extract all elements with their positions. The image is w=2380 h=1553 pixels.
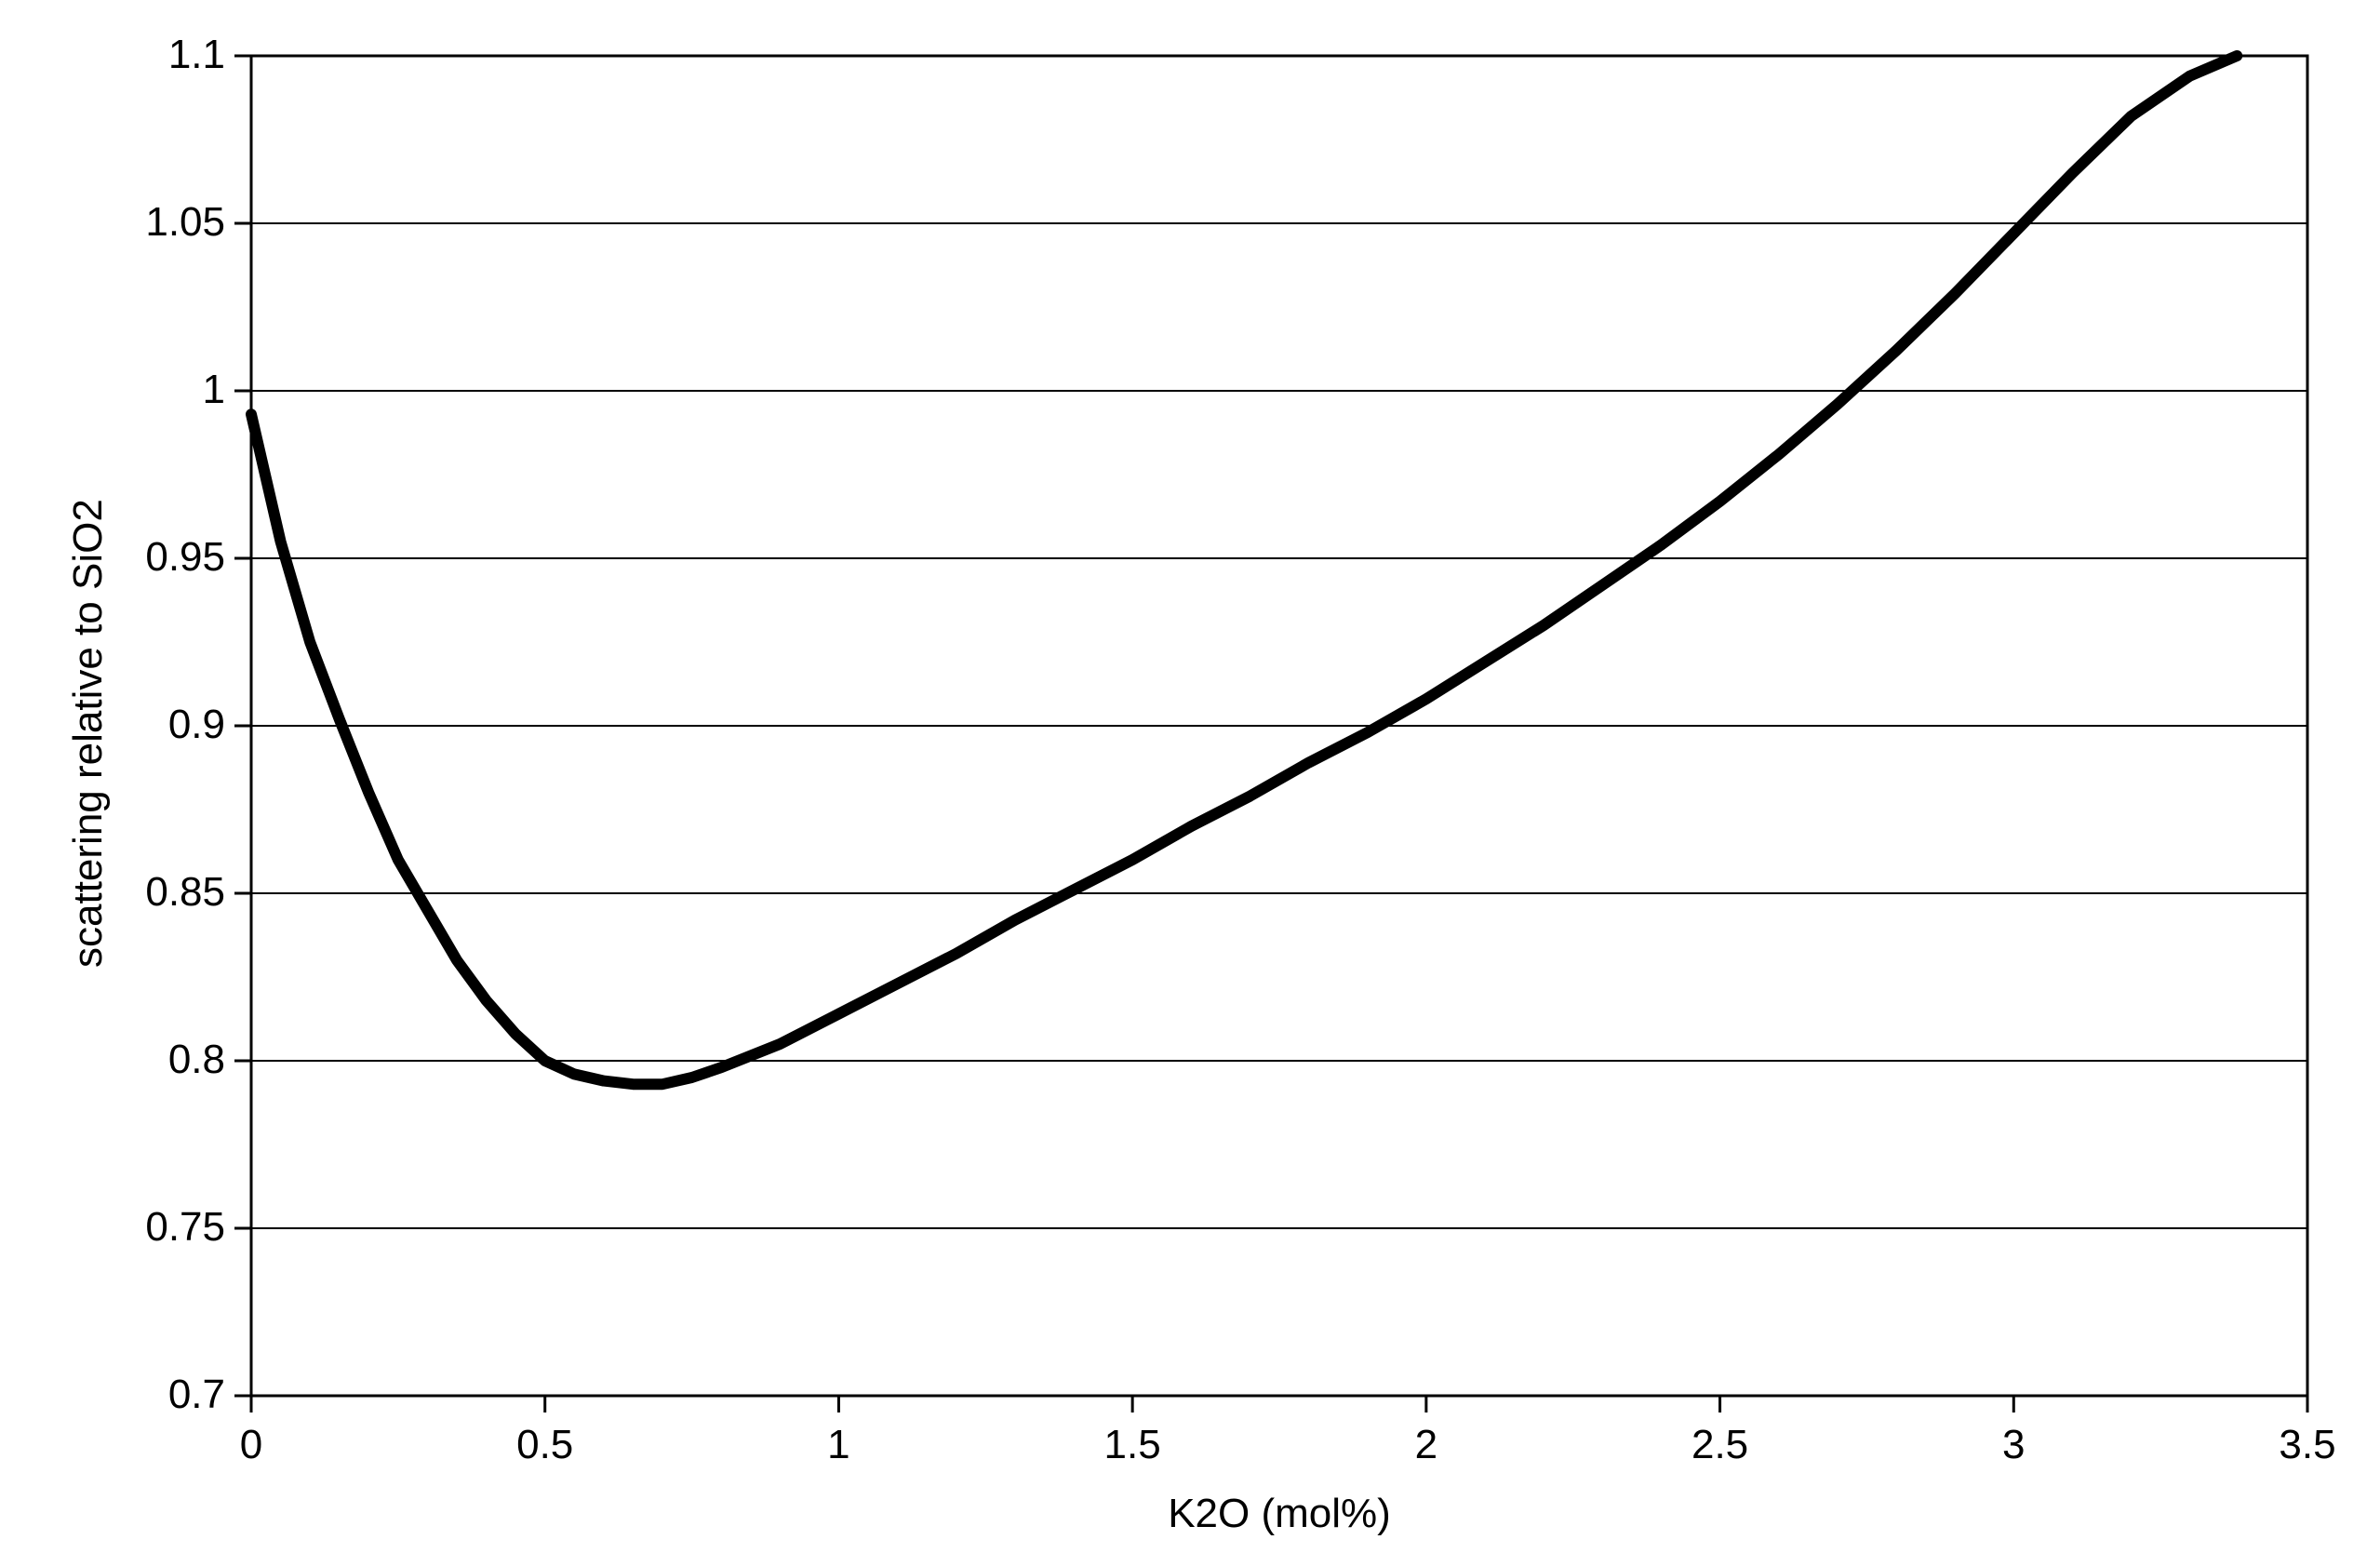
x-tick-label: 0.5 (489, 1422, 601, 1468)
y-tick-label: 0.85 (145, 869, 225, 916)
x-tick-label: 2 (1371, 1422, 1482, 1468)
x-tick-label: 3.5 (2252, 1422, 2363, 1468)
y-axis-title: scattering relative to SiO2 (65, 499, 112, 968)
y-tick-label: 0.9 (168, 702, 225, 748)
y-tick-label: 0.8 (168, 1037, 225, 1083)
y-tick-label: 1 (203, 367, 225, 413)
x-tick-label: 1.5 (1076, 1422, 1188, 1468)
chart-container: scattering relative to SiO2 K2O (mol%) 0… (0, 0, 2380, 1553)
x-tick-label: 3 (1958, 1422, 2069, 1468)
y-tick-label: 0.95 (145, 534, 225, 581)
y-tick-label: 1.05 (145, 199, 225, 246)
y-tick-label: 1.1 (168, 32, 225, 78)
x-axis-title: K2O (mol%) (1140, 1491, 1419, 1537)
x-tick-label: 2.5 (1665, 1422, 1776, 1468)
y-tick-label: 0.7 (168, 1372, 225, 1418)
x-tick-label: 0 (195, 1422, 307, 1468)
y-tick-label: 0.75 (145, 1204, 225, 1251)
x-tick-label: 1 (782, 1422, 894, 1468)
chart-svg (0, 0, 2380, 1553)
